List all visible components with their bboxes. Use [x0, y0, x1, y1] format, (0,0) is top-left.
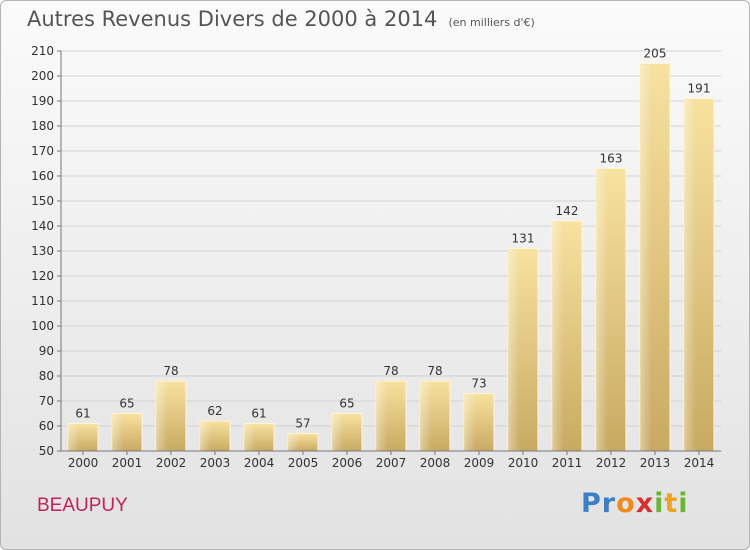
bars: 61 65 78 62 61 57 65 78 78 73 131 142 163 205 191 [67, 47, 715, 452]
logo-letter: t [664, 488, 679, 519]
bar-highlight [201, 422, 212, 451]
y-tick-label: 50 [39, 444, 54, 458]
x-tick-label-2005: 2005 [288, 456, 319, 470]
x-tick-label-2008: 2008 [420, 456, 451, 470]
y-tick-label: 140 [31, 219, 54, 233]
y-tick-label: 70 [39, 394, 54, 408]
bar-highlight [157, 382, 168, 451]
data-label-2012: 163 [600, 152, 623, 166]
data-label-2005: 57 [295, 417, 310, 431]
x-tick-label-2011: 2011 [552, 456, 583, 470]
data-label-2008: 78 [427, 364, 442, 378]
bar-highlight [113, 414, 124, 451]
logo-letter: r [601, 488, 617, 519]
data-label-2013: 205 [644, 47, 667, 61]
bar-highlight [597, 169, 608, 451]
bar-highlight [245, 424, 256, 451]
y-tick-label: 170 [31, 144, 54, 158]
x-tick-label-2002: 2002 [156, 456, 187, 470]
bar-highlight [377, 382, 388, 451]
data-label-2007: 78 [383, 364, 398, 378]
bar-highlight [553, 222, 564, 451]
data-label-2011: 142 [556, 204, 579, 218]
bar-highlight [421, 382, 432, 451]
y-tick-label: 80 [39, 369, 54, 383]
y-tick-label: 100 [31, 319, 54, 333]
bar-highlight [509, 249, 520, 451]
y-tick-label: 110 [31, 294, 54, 308]
bar-highlight [333, 414, 344, 451]
chart-title: Autres Revenus Divers de 2000 à 2014 [27, 7, 438, 31]
logo-letter: i [678, 488, 689, 519]
data-label-2000: 61 [75, 407, 90, 421]
logo-letter: o [616, 488, 636, 519]
logo-letter: i [654, 488, 665, 519]
logo-letter: P [581, 488, 602, 519]
x-tick-label-2010: 2010 [508, 456, 539, 470]
y-tick-label: 190 [31, 94, 54, 108]
chart-subtitle: (en milliers d'€) [448, 16, 535, 29]
data-label-2006: 65 [339, 397, 354, 411]
y-tick-label: 130 [31, 244, 54, 258]
bar-highlight [641, 64, 652, 451]
y-tick-label: 90 [39, 344, 54, 358]
logo-letter: x [635, 488, 655, 519]
x-tick-label-2013: 2013 [640, 456, 671, 470]
x-tick-label-2014: 2014 [684, 456, 715, 470]
x-tick-label-2006: 2006 [332, 456, 363, 470]
bar-highlight [289, 434, 300, 451]
x-tick-label-2000: 2000 [68, 456, 99, 470]
y-tick-label: 60 [39, 419, 54, 433]
y-tick-label: 200 [31, 69, 54, 83]
bar-highlight [685, 99, 696, 451]
title-row: Autres Revenus Divers de 2000 à 2014 (en… [27, 7, 535, 31]
bar-highlight [465, 394, 476, 451]
y-axis: 50 60 70 80 90 100 110 120 130 140 150 160 170 180 190… [31, 44, 62, 458]
data-label-2009: 73 [471, 377, 486, 391]
y-tick-label: 150 [31, 194, 54, 208]
y-tick-label: 210 [31, 44, 54, 58]
x-tick-label-2001: 2001 [112, 456, 143, 470]
x-tick-label-2009: 2009 [464, 456, 495, 470]
data-label-2014: 191 [688, 82, 711, 96]
data-label-2003: 62 [207, 404, 222, 418]
x-tick-label-2007: 2007 [376, 456, 407, 470]
x-tick-label-2012: 2012 [596, 456, 627, 470]
data-label-2001: 65 [119, 397, 134, 411]
bar-highlight [69, 424, 80, 451]
x-tick-label-2003: 2003 [200, 456, 231, 470]
y-tick-label: 120 [31, 269, 54, 283]
data-label-2004: 61 [251, 407, 266, 421]
commune-name: BEAUPUY [37, 495, 128, 516]
data-label-2010: 131 [512, 232, 535, 246]
data-label-2002: 78 [163, 364, 178, 378]
proxiti-logo: Proxiti [581, 488, 689, 519]
y-tick-label: 180 [31, 119, 54, 133]
x-tick-label-2004: 2004 [244, 456, 275, 470]
x-axis: 2000 2001 2002 2003 2004 2005 2006 2007 2008 2009… [61, 450, 721, 470]
y-tick-label: 160 [31, 169, 54, 183]
